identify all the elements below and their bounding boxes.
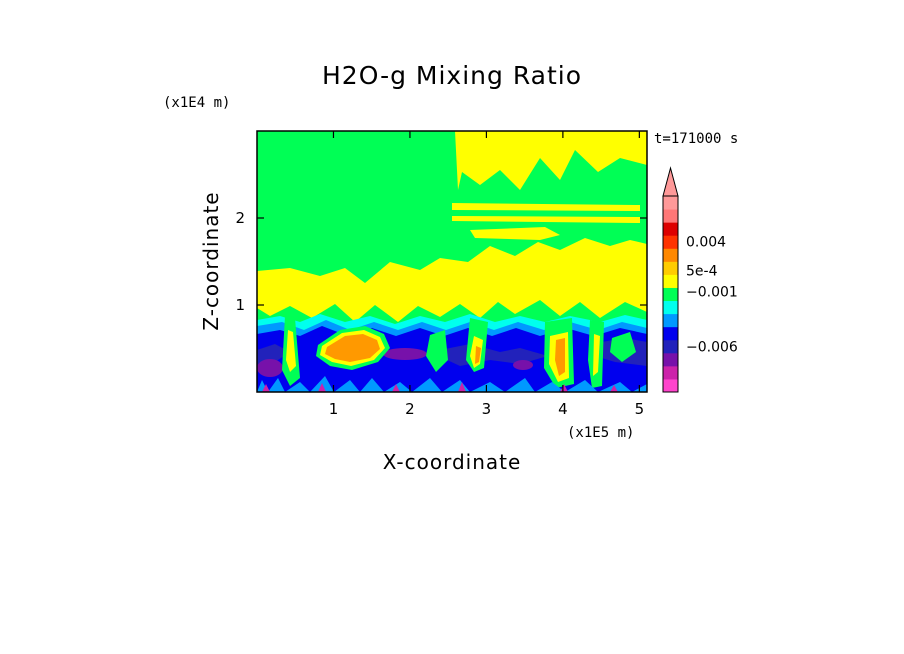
field-bottom-noise <box>257 376 647 392</box>
x-tick-label: 1 <box>329 400 339 418</box>
field-upper-streak <box>455 131 647 190</box>
y-unit-label: (x1E4 m) <box>163 95 230 111</box>
field-purple-blob <box>257 359 283 377</box>
field-mid-band <box>257 238 647 322</box>
x-axis-label: X-coordinate <box>383 450 522 474</box>
colorbar-frame <box>662 195 679 393</box>
x-tick-label: 4 <box>558 400 568 418</box>
colorbar-label: −0.006 <box>686 339 738 355</box>
field-upper-streak <box>452 216 640 223</box>
colorbar-swatch <box>663 196 678 210</box>
field-plume <box>610 332 636 362</box>
x-tick-label: 2 <box>405 400 415 418</box>
field-plume <box>475 346 481 364</box>
colorbar-swatch <box>663 261 678 275</box>
colorbar-swatch <box>663 274 678 288</box>
plot-frame <box>256 130 648 393</box>
colorbar-swatch <box>663 352 678 367</box>
y-axis-label: Z-coordinate <box>199 191 223 330</box>
colorbar-label: −0.001 <box>686 284 738 300</box>
colorbar-swatch <box>663 339 678 354</box>
y-tick-label: 1 <box>235 296 245 314</box>
axis-ticks: 1 2 3 4 5 1 2 <box>235 131 647 418</box>
colorbar-label: 0.004 <box>686 235 726 251</box>
colorbar-swatch <box>663 209 678 223</box>
field-plume <box>593 334 600 376</box>
colorbar-swatch <box>663 300 678 315</box>
x-unit-label: (x1E5 m) <box>567 425 634 441</box>
colorbar-swatch <box>663 326 678 341</box>
field-purple-blob <box>383 348 427 360</box>
field-plume <box>426 330 448 372</box>
field-upper-streak <box>452 203 640 211</box>
field-plume <box>555 338 565 376</box>
colorbar: 0.004 5e-4 −0.001 −0.006 <box>662 166 738 393</box>
x-tick-label: 3 <box>482 400 492 418</box>
field-plume <box>286 330 296 372</box>
field-hotspot <box>325 334 380 362</box>
colorbar-swatch <box>663 378 678 393</box>
time-label: t=171000 s <box>654 131 738 147</box>
contour-field <box>257 131 647 392</box>
field-lower-dark <box>430 344 548 366</box>
colorbar-swatch <box>663 235 678 249</box>
colorbar-label: 5e-4 <box>686 263 718 279</box>
field-purple-blob <box>513 360 533 370</box>
colorbar-extend-arrow <box>662 166 679 197</box>
y-tick-label: 2 <box>235 209 245 227</box>
colorbar-swatch <box>663 365 678 380</box>
x-tick-label: 5 <box>635 400 645 418</box>
colorbar-swatch <box>663 313 678 328</box>
field-upper-streak <box>470 227 560 240</box>
chart-title: H2O-g Mixing Ratio <box>322 61 582 90</box>
colorbar-swatch <box>663 248 678 262</box>
colorbar-swatch <box>663 222 678 236</box>
colorbar-swatch <box>663 287 678 302</box>
